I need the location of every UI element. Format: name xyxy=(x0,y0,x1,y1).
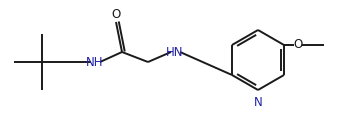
Text: O: O xyxy=(111,9,121,21)
Text: N: N xyxy=(254,96,262,109)
Text: HN: HN xyxy=(166,45,184,59)
Text: O: O xyxy=(293,39,303,51)
Text: NH: NH xyxy=(86,55,104,69)
